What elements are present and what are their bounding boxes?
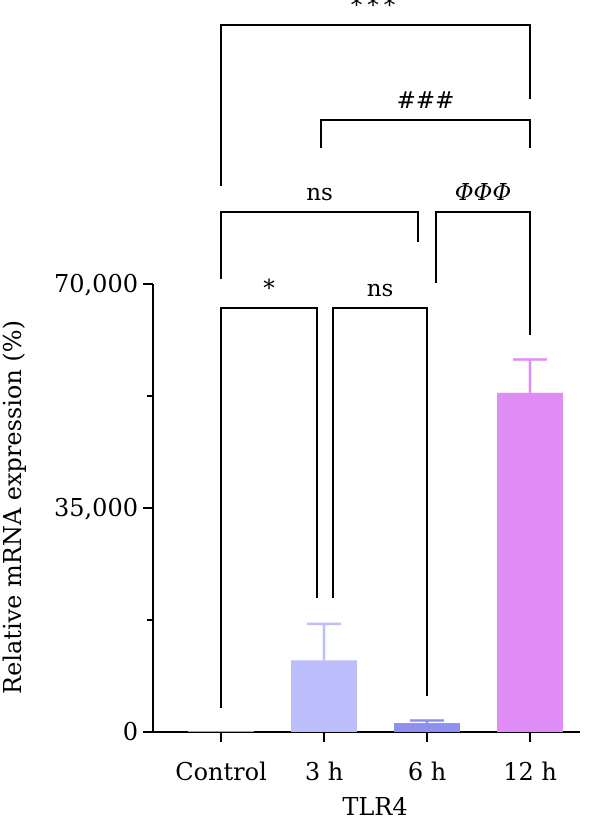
- bracket-3: [435, 211, 531, 335]
- x-tick-label-2: 6 h: [408, 758, 446, 786]
- bracket-label-3: ΦΦΦ: [455, 180, 512, 206]
- y-axis-title: Relative mRNA expression (%): [0, 320, 27, 694]
- y-tick-label-1: 35,000: [54, 494, 138, 522]
- bracket-label-4: ###: [397, 88, 455, 114]
- significance-brackets: * ns ns ΦΦΦ ### ***: [220, 0, 531, 708]
- bracket-2: [220, 211, 419, 279]
- bar-0: [188, 731, 254, 732]
- bar-3: [497, 392, 563, 732]
- bracket-1: [332, 307, 428, 696]
- x-axis-title: TLR4: [342, 793, 407, 821]
- x-tick-label-3: 12 h: [503, 758, 557, 786]
- y-tick-label-0: 0: [123, 718, 138, 746]
- bracket-4: [320, 119, 531, 148]
- bracket-5: [220, 24, 531, 186]
- bar-1: [291, 660, 357, 732]
- y-ticks: 0 35,000 70,000: [54, 270, 153, 746]
- bracket-label-0: *: [263, 276, 275, 302]
- bracket-0: [220, 307, 318, 708]
- y-tick-label-2: 70,000: [54, 270, 138, 298]
- bars: [188, 392, 563, 732]
- error-bars: [307, 358, 547, 724]
- bracket-label-2: ns: [306, 180, 333, 206]
- bar-2: [394, 723, 460, 732]
- x-tick-label-1: 3 h: [305, 758, 343, 786]
- bracket-label-1: ns: [367, 276, 394, 302]
- x-ticks: Control 3 h 6 h 12 h: [175, 732, 557, 786]
- x-tick-label-0: Control: [175, 758, 267, 786]
- bracket-label-5: ***: [351, 0, 401, 19]
